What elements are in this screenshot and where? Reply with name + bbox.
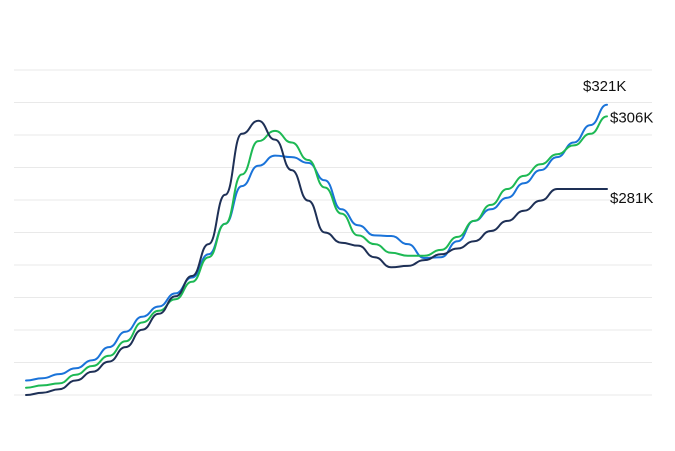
series-line-blue — [25, 103, 608, 382]
end-label-green: $306K — [610, 109, 653, 126]
series-line-green — [25, 115, 608, 389]
end-labels: $321K $306K $281K — [583, 78, 653, 207]
end-label-navy: $281K — [610, 190, 653, 207]
end-label-blue: $321K — [583, 78, 626, 95]
series-lines — [25, 103, 608, 396]
series-line-navy — [25, 119, 608, 396]
